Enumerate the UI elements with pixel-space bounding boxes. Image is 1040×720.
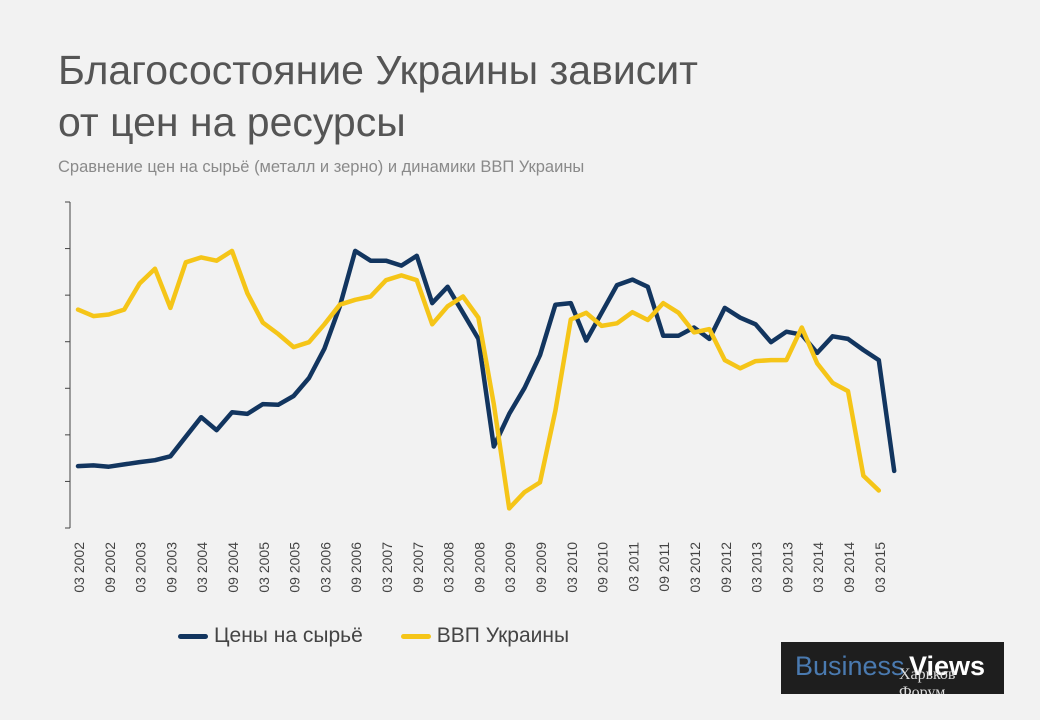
x-tick-label: 03 2006	[317, 542, 333, 593]
businessviews-logo: Business Views Харьков Форум	[781, 642, 1004, 694]
x-tick-label: 03 2004	[194, 542, 210, 593]
logo-views-text: Views	[909, 651, 986, 681]
x-tick-label: 03 2009	[502, 542, 518, 593]
x-tick-label: 03 2011	[625, 542, 641, 592]
x-tick-label: 03 2012	[687, 542, 703, 593]
x-tick-label: 09 2012	[718, 542, 734, 593]
x-tick-label: 09 2008	[471, 542, 487, 593]
x-tick-label: 03 2010	[564, 542, 580, 593]
legend-swatch-gdp	[400, 633, 431, 639]
x-tick-label: 03 2002	[71, 542, 87, 593]
logo-business-text: Business	[795, 651, 905, 681]
page-title: Благосостояние Украины зависит от цен на…	[58, 44, 698, 148]
x-tick-label: 09 2004	[225, 542, 241, 593]
x-tick-label: 09 2013	[779, 542, 795, 593]
legend-label-gdp: ВВП Украины	[436, 624, 570, 647]
x-tick-label: 03 2005	[256, 542, 272, 593]
x-tick-labels: 03 2002 09 2002 03 2003 09 2003 03 2004 09 20…	[71, 542, 888, 593]
x-tick-label: 03 2015	[872, 542, 888, 593]
x-tick-label: 03 2008	[441, 542, 457, 593]
x-tick-label: 09 2011	[656, 542, 672, 592]
x-tick-label: 03 2013	[749, 542, 765, 593]
x-tick-label: 09 2010	[595, 542, 611, 593]
series-line-commodity	[75, 248, 897, 474]
x-tick-label: 09 2009	[533, 542, 549, 593]
x-tick-label: 03 2003	[133, 542, 149, 593]
x-tick-label: 03 2014	[810, 542, 826, 593]
chart-axes	[65, 201, 71, 529]
chart-series	[75, 248, 897, 511]
x-tick-label: 09 2014	[841, 542, 857, 593]
title-line-2: от цен на ресурсы	[58, 99, 406, 145]
legend-swatch-commodity	[178, 633, 208, 639]
x-tick-label: 09 2002	[102, 542, 118, 593]
legend-item-commodity: Цены на сырьё	[178, 624, 363, 648]
x-tick-label: 09 2003	[163, 542, 179, 593]
logo-sub-text: Харьков Форум	[899, 666, 956, 694]
page-subtitle: Сравнение цен на сырьё (металл и зерно) …	[58, 158, 585, 176]
chart-legend: Цены на сырьё ВВП Украины	[178, 624, 607, 648]
legend-label-commodity: Цены на сырьё	[214, 624, 363, 647]
legend-item-gdp: ВВП Украины	[400, 624, 570, 648]
x-tick-label: 03 2007	[379, 542, 395, 593]
x-tick-label: 09 2007	[410, 542, 426, 593]
title-line-1: Благосостояние Украины зависит	[58, 47, 698, 93]
x-tick-label: 09 2005	[287, 542, 303, 593]
x-tick-label: 09 2006	[348, 542, 364, 593]
series-line-gdp	[75, 248, 882, 511]
